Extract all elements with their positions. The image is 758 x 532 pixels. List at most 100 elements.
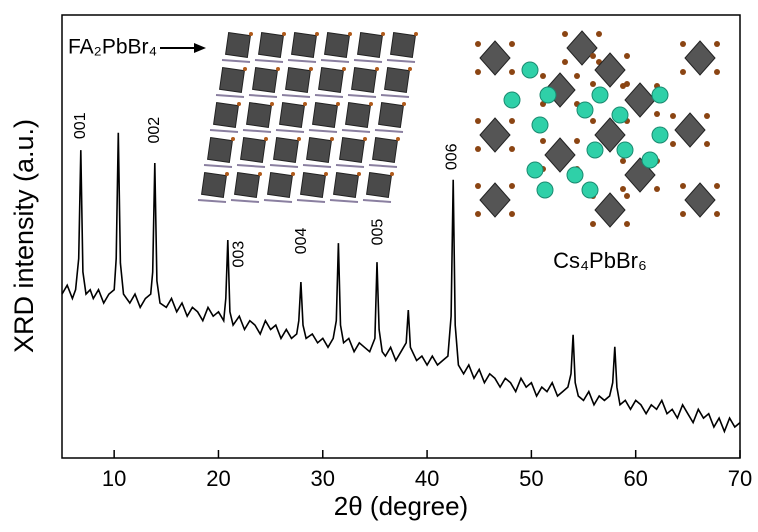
atom [264, 137, 268, 141]
organic [236, 164, 266, 168]
octahedron [357, 32, 383, 58]
atom [348, 32, 352, 36]
atom [324, 172, 328, 176]
atom [509, 69, 515, 75]
atom [330, 137, 334, 141]
organic [314, 94, 344, 98]
atom [704, 113, 710, 119]
octahedron [246, 102, 272, 128]
octahedron [273, 137, 299, 163]
organic [329, 199, 359, 203]
atom [276, 67, 280, 71]
organic [254, 59, 284, 63]
cs-atom [616, 141, 634, 159]
atom [336, 102, 340, 106]
cs-atom [503, 91, 521, 109]
atom [408, 67, 412, 71]
atom [590, 81, 596, 87]
organic [353, 59, 383, 63]
octahedron [594, 192, 626, 228]
atom [381, 32, 385, 36]
octahedron [372, 137, 398, 163]
atom [620, 158, 626, 164]
atom [309, 67, 313, 71]
organic [287, 59, 317, 63]
cs-atom [536, 181, 554, 199]
atom [258, 172, 262, 176]
octahedron [366, 172, 392, 198]
atom [402, 102, 406, 106]
octahedron [225, 32, 251, 58]
cs-atom [566, 166, 584, 184]
x-tick-label: 10 [102, 466, 126, 491]
atom [714, 41, 720, 47]
atom [670, 113, 676, 119]
atom [390, 172, 394, 176]
octahedron [300, 172, 326, 198]
octahedron [318, 67, 344, 93]
x-tick-label: 30 [311, 466, 335, 491]
organic [242, 129, 272, 133]
peak-label: 004 [293, 227, 310, 254]
cs-atom [591, 86, 609, 104]
atom [396, 137, 400, 141]
organic [320, 59, 350, 63]
atom [475, 69, 481, 75]
arrow-head [194, 43, 206, 53]
atom [225, 172, 229, 176]
organic [335, 164, 365, 168]
octahedron [384, 67, 410, 93]
organic [380, 94, 410, 98]
octahedron [684, 40, 716, 76]
atom [540, 73, 546, 79]
peak-label: 001 [72, 112, 89, 139]
atom [562, 59, 568, 65]
octahedron [351, 67, 377, 93]
atom [596, 31, 602, 37]
atom [342, 67, 346, 71]
octahedron [674, 112, 706, 148]
peak-label: 002 [146, 117, 163, 144]
atom [509, 183, 515, 189]
octahedron [252, 67, 278, 93]
octahedron [378, 102, 404, 128]
octahedron [240, 137, 266, 163]
peak-label: 003 [231, 241, 248, 268]
atom [363, 137, 367, 141]
atom [714, 211, 720, 217]
atom [357, 172, 361, 176]
x-tick-label: 60 [623, 466, 647, 491]
octahedron [594, 52, 626, 88]
atom [475, 41, 481, 47]
octahedron [201, 172, 227, 198]
octahedron [479, 40, 511, 76]
atom [670, 141, 676, 147]
octahedron [684, 182, 716, 218]
inset-label: Cs₄PbBr₆ [553, 248, 647, 273]
atom [315, 32, 319, 36]
inset-label: FA₂PbBr₄ [68, 36, 157, 59]
atom [270, 102, 274, 106]
atom [620, 83, 626, 89]
atom [624, 193, 630, 199]
octahedron [267, 172, 293, 198]
atom [562, 31, 568, 37]
organic [296, 199, 326, 203]
organic [197, 199, 227, 203]
octahedron [285, 67, 311, 93]
atom [509, 41, 515, 47]
atom [509, 146, 515, 152]
atom [574, 138, 580, 144]
atom [303, 102, 307, 106]
octahedron [279, 102, 305, 128]
organic [308, 129, 338, 133]
octahedron [544, 137, 576, 173]
octahedron [312, 102, 338, 128]
atom [369, 102, 373, 106]
atom [475, 211, 481, 217]
atom [237, 102, 241, 106]
organic [203, 164, 233, 168]
organic [221, 59, 251, 63]
organic [269, 164, 299, 168]
x-tick-label: 40 [415, 466, 439, 491]
